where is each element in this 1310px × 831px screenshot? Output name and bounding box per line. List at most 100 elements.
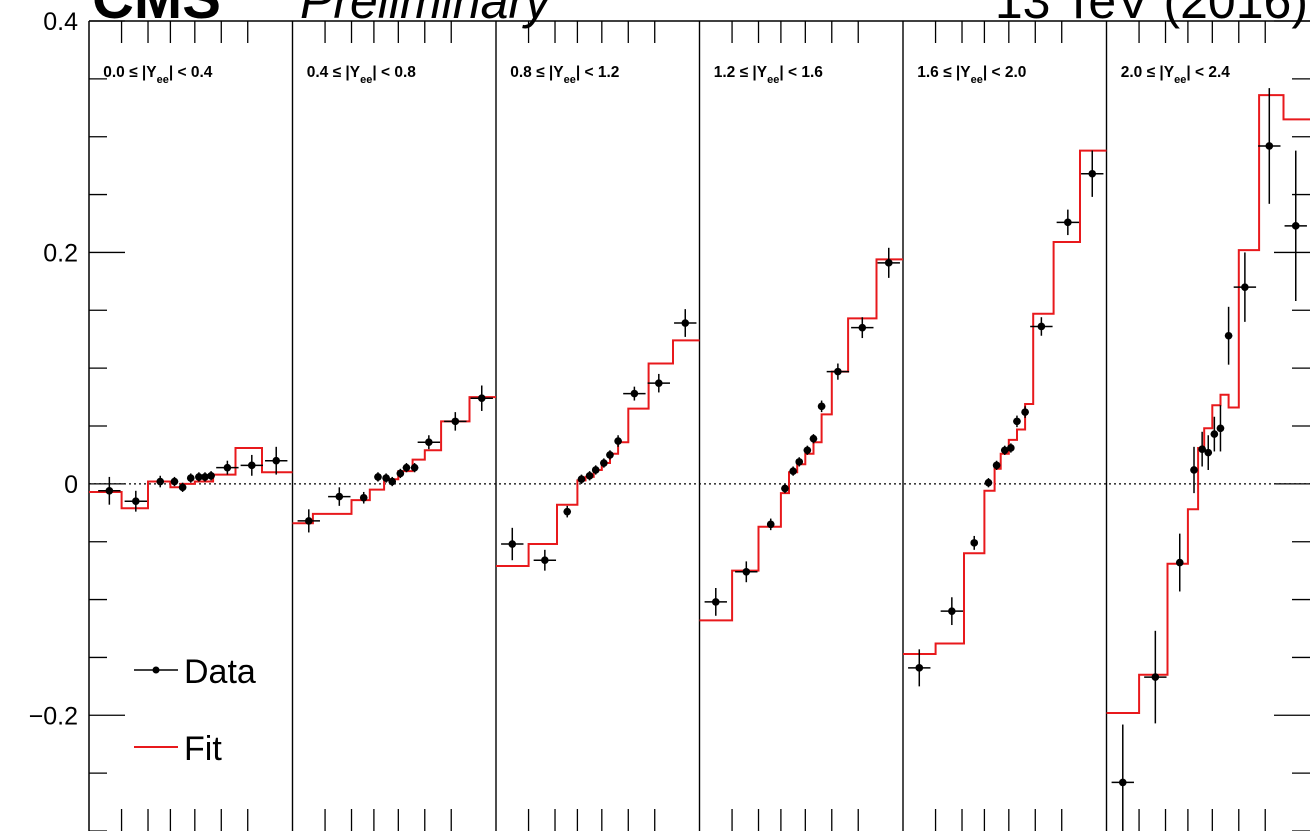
data-point <box>1204 435 1213 470</box>
data-point <box>1013 415 1021 428</box>
data-marker <box>834 367 842 376</box>
data-marker <box>948 607 956 615</box>
header-left-fragment: CMS <box>92 0 221 31</box>
data-point <box>1021 406 1029 418</box>
data-marker <box>1000 446 1009 455</box>
data-point <box>704 588 727 616</box>
data-point <box>396 468 405 479</box>
data-point <box>186 473 195 483</box>
y-tick-label: −0.2 <box>29 702 78 730</box>
data-point <box>1258 88 1281 204</box>
data-marker <box>1013 417 1021 426</box>
panel-label: 1.2 ≤ |Yee| < 1.6 <box>714 64 824 86</box>
panel-label: 0.8 ≤ |Yee| < 1.2 <box>510 64 619 86</box>
legend-data-label: Data <box>184 653 256 691</box>
data-point <box>851 317 874 339</box>
legend-fit-label: Fit <box>184 730 222 768</box>
data-marker <box>195 473 203 481</box>
data-marker <box>1265 142 1274 150</box>
data-marker <box>1204 448 1213 457</box>
data-marker <box>789 467 797 475</box>
data-marker <box>606 451 614 459</box>
data-marker <box>795 458 804 466</box>
data-marker <box>402 463 411 472</box>
data-point <box>382 473 390 483</box>
data-point <box>1056 209 1080 236</box>
data-point <box>735 561 758 583</box>
data-marker <box>170 477 179 486</box>
data-marker <box>335 492 344 501</box>
data-marker <box>681 319 690 327</box>
data-point <box>170 476 179 487</box>
data-marker <box>1175 558 1184 567</box>
panel-label: 2.0 ≤ |Yee| < 2.4 <box>1121 64 1231 86</box>
data-point <box>970 535 979 550</box>
data-point <box>1216 405 1225 452</box>
legend: Data Fit <box>134 653 256 768</box>
data-marker <box>1291 222 1300 230</box>
fit-layer <box>89 94 1310 714</box>
data-marker <box>655 379 663 387</box>
panels <box>120 21 1266 831</box>
data-marker <box>1198 445 1206 453</box>
data-marker <box>425 438 433 447</box>
data-marker <box>1210 430 1219 438</box>
data-point <box>1000 445 1009 455</box>
data-marker <box>374 473 382 481</box>
data-marker <box>563 507 572 516</box>
data-marker <box>766 520 775 529</box>
data-point <box>444 412 467 431</box>
data-point <box>265 446 288 475</box>
data-point <box>984 478 993 488</box>
data-marker <box>1021 408 1029 416</box>
data-marker <box>884 259 893 267</box>
data-marker <box>809 434 818 443</box>
data-point <box>600 458 608 468</box>
data-point <box>940 597 964 626</box>
fit-step-line <box>699 258 903 622</box>
y-tick-label: 0.4 <box>43 8 78 36</box>
data-point <box>98 476 121 505</box>
data-marker <box>248 461 256 470</box>
data-marker <box>1064 218 1072 227</box>
panel-label: 0.4 ≤ |Yee| < 0.8 <box>307 64 417 86</box>
data-point <box>1007 443 1015 453</box>
header-right-fragment: 13 TeV (2016) <box>995 0 1308 29</box>
data-marker <box>272 456 281 465</box>
data-point <box>809 434 818 444</box>
data-marker <box>915 664 924 672</box>
data-point <box>1190 446 1198 494</box>
data-point <box>826 363 850 380</box>
data-point <box>577 474 586 484</box>
data-point <box>374 472 382 482</box>
data-point <box>410 463 419 473</box>
data-marker <box>1224 331 1233 340</box>
data-point <box>216 460 239 475</box>
data-marker <box>388 477 397 486</box>
data-marker <box>1216 424 1225 433</box>
data-point <box>1081 150 1104 197</box>
data-marker <box>1088 169 1097 178</box>
fit-step-line <box>89 447 293 510</box>
panel-label: 1.6 ≤ |Yee| < 2.0 <box>917 64 1026 86</box>
data-point <box>501 527 524 561</box>
data-point <box>1175 533 1184 592</box>
data-marker <box>410 463 419 472</box>
data-marker <box>711 598 720 606</box>
data-marker <box>1007 444 1015 452</box>
data-marker <box>382 474 390 482</box>
data-point <box>817 400 826 413</box>
data-point <box>623 386 646 401</box>
data-marker <box>508 540 517 548</box>
data-point <box>585 471 594 481</box>
data-point <box>1144 630 1167 724</box>
data-point <box>201 472 209 482</box>
data-marker <box>858 323 867 332</box>
data-marker <box>585 471 594 480</box>
data-marker <box>132 497 140 506</box>
data-marker <box>1037 322 1046 331</box>
legend-data-marker <box>152 666 160 674</box>
data-point <box>647 373 670 393</box>
data-point <box>563 505 572 518</box>
